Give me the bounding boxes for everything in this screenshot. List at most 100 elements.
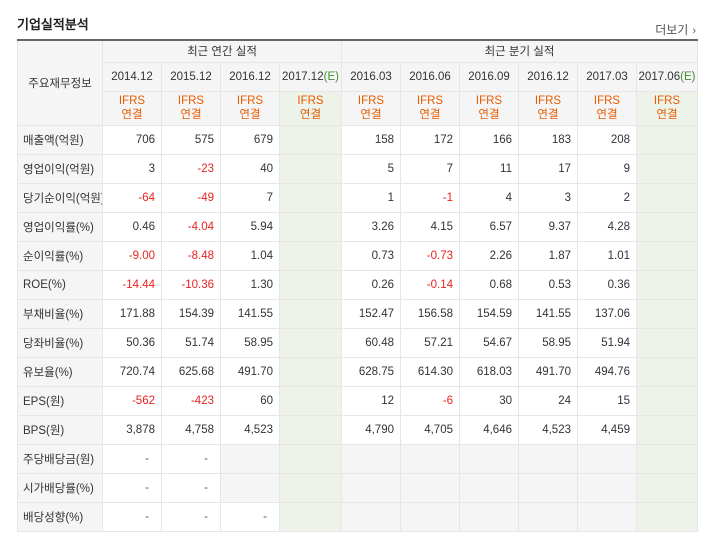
table-cell: 158: [341, 124, 401, 155]
table-row: EPS(원) -562 -423 60 12 -6 30 24 15: [17, 385, 698, 416]
chevron-right-icon: ›: [692, 25, 696, 37]
table-cell: 51.94: [577, 327, 637, 358]
table-cell: [636, 327, 698, 358]
table-cell: 17: [518, 153, 578, 184]
table-cell: [636, 153, 698, 184]
table-cell: [459, 472, 519, 503]
ifrs-header: IFRS 연결: [400, 90, 460, 126]
financial-table: 주요재무정보 최근 연간 실적 최근 분기 실적 2014.12 2015.12 2…: [17, 39, 698, 532]
period-header: 2015.12: [161, 61, 221, 92]
table-cell: -4.04: [161, 211, 221, 242]
table-cell: [636, 472, 698, 503]
table-cell: [279, 269, 342, 300]
period-header: 2017.06(E): [636, 61, 698, 92]
table-cell: [636, 211, 698, 242]
table-cell: [400, 472, 460, 503]
row-label: 영업이익(억원): [17, 153, 103, 184]
table-cell: [279, 443, 342, 474]
table-cell: -9.00: [102, 240, 162, 271]
table-cell: -10.36: [161, 269, 221, 300]
table-cell: 12: [341, 385, 401, 416]
table-cell: [636, 240, 698, 271]
row-label: 주당배당금(원): [17, 443, 103, 474]
table-cell: [279, 240, 342, 271]
table-cell: 11: [459, 153, 519, 184]
ifrs-header: IFRS 연결: [636, 90, 698, 126]
table-cell: 15: [577, 385, 637, 416]
table-cell: 152.47: [341, 298, 401, 329]
table-cell: 1: [341, 182, 401, 213]
table-cell: 60.48: [341, 327, 401, 358]
table-row: 배당성향(%) - - -: [17, 501, 698, 532]
table-cell: 5.94: [220, 211, 280, 242]
ifrs-header: IFRS 연결: [518, 90, 578, 126]
table-cell: -8.48: [161, 240, 221, 271]
row-label: 영업이익률(%): [17, 211, 103, 242]
quarter-group-label: 최근 분기 실적: [341, 39, 698, 63]
table-cell: 141.55: [220, 298, 280, 329]
table-cell: -0.73: [400, 240, 460, 271]
table-cell: [220, 443, 280, 474]
table-cell: [279, 385, 342, 416]
ifrs-header: IFRS 연결: [279, 90, 342, 126]
table-row: 유보율(%) 720.74 625.68 491.70 628.75 614.30 618.…: [17, 356, 698, 387]
table-cell: 494.76: [577, 356, 637, 387]
table-cell: 625.68: [161, 356, 221, 387]
table-cell: [279, 182, 342, 213]
ifrs-header: IFRS 연결: [341, 90, 401, 126]
table-row: BPS(원) 3,878 4,758 4,523 4,790 4,705 4,646 4,52…: [17, 414, 698, 445]
table-cell: 137.06: [577, 298, 637, 329]
table-cell: [400, 501, 460, 532]
table-cell: 4,646: [459, 414, 519, 445]
table-cell: [459, 501, 519, 532]
table-cell: [577, 501, 637, 532]
table-cell: 58.95: [220, 327, 280, 358]
annual-group-label: 최근 연간 실적: [102, 39, 342, 63]
table-cell: 4.28: [577, 211, 637, 242]
more-label: 더보기: [655, 23, 689, 37]
more-link[interactable]: 더보기 ›: [655, 21, 696, 38]
ifrs-header: IFRS 연결: [102, 90, 162, 126]
period-header: 2016.12: [220, 61, 280, 92]
table-cell: 141.55: [518, 298, 578, 329]
table-cell: 172: [400, 124, 460, 155]
table-cell: -: [220, 501, 280, 532]
table-cell: [341, 472, 401, 503]
table-cell: 154.59: [459, 298, 519, 329]
table-cell: -: [161, 501, 221, 532]
table-cell: -423: [161, 385, 221, 416]
table-cell: 40: [220, 153, 280, 184]
table-cell: 7: [220, 182, 280, 213]
period-header: 2016.06: [400, 61, 460, 92]
table-row: 당좌비율(%) 50.36 51.74 58.95 60.48 57.21 54.67 58.…: [17, 327, 698, 358]
table-row: 부채비율(%) 171.88 154.39 141.55 152.47 156.58 154…: [17, 298, 698, 329]
table-cell: -49: [161, 182, 221, 213]
table-row: ROE(%) -14.44 -10.36 1.30 0.26 -0.14 0.68 0.53 0…: [17, 269, 698, 300]
table-cell: [220, 472, 280, 503]
table-cell: [636, 269, 698, 300]
period-header: 2016.03: [341, 61, 401, 92]
table-cell: 9.37: [518, 211, 578, 242]
table-cell: -562: [102, 385, 162, 416]
table-cell: 2.26: [459, 240, 519, 271]
table-cell: 1.01: [577, 240, 637, 271]
table-cell: -6: [400, 385, 460, 416]
table-cell: 1.04: [220, 240, 280, 271]
row-label: 당기순이익(억원): [17, 182, 103, 213]
row-label: 매출액(억원): [17, 124, 103, 155]
table-cell: 0.73: [341, 240, 401, 271]
table-cell: 58.95: [518, 327, 578, 358]
ifrs-header: IFRS 연결: [220, 90, 280, 126]
table-cell: 4,705: [400, 414, 460, 445]
table-cell: 4.15: [400, 211, 460, 242]
table-cell: 4,523: [220, 414, 280, 445]
table-cell: 628.75: [341, 356, 401, 387]
table-cell: 156.58: [400, 298, 460, 329]
table-cell: 614.30: [400, 356, 460, 387]
table-cell: 0.53: [518, 269, 578, 300]
table-cell: [279, 211, 342, 242]
row-label: 순이익률(%): [17, 240, 103, 271]
table-cell: -0.14: [400, 269, 460, 300]
table-cell: 4: [459, 182, 519, 213]
table-cell: [341, 443, 401, 474]
